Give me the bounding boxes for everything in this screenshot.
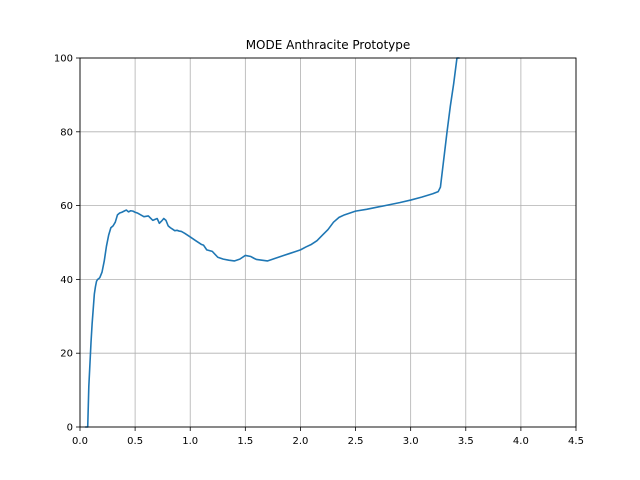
x-tick-label: 0.5 <box>127 436 143 447</box>
chart-title: MODE Anthracite Prototype <box>246 38 411 52</box>
y-axis: 0 20 40 60 80 100 <box>54 54 80 434</box>
y-tick-label: 0 <box>67 423 73 434</box>
x-tick-label: 2.5 <box>348 436 364 447</box>
y-tick-label: 20 <box>60 349 73 360</box>
y-tick-label: 40 <box>60 275 73 286</box>
x-tick-label: 1.0 <box>182 436 198 447</box>
x-tick-label: 4.5 <box>568 436 584 447</box>
y-tick-label: 100 <box>54 54 73 65</box>
plot-frame <box>79 57 577 428</box>
y-tick-label: 60 <box>60 201 73 212</box>
y-tick-label: 80 <box>60 127 73 138</box>
x-tick-label: 0.0 <box>72 436 88 447</box>
x-axis: 0.0 0.5 1.0 1.5 2.0 2.5 3.0 3.5 4.0 4.5 <box>72 427 584 447</box>
x-tick-label: 1.5 <box>237 436 253 447</box>
x-tick-label: 3.0 <box>403 436 419 447</box>
x-tick-label: 2.0 <box>292 436 308 447</box>
x-tick-label: 4.0 <box>513 436 529 447</box>
series-layer <box>84 57 460 428</box>
x-tick-label: 3.5 <box>458 436 474 447</box>
series-line-0 <box>84 57 460 428</box>
